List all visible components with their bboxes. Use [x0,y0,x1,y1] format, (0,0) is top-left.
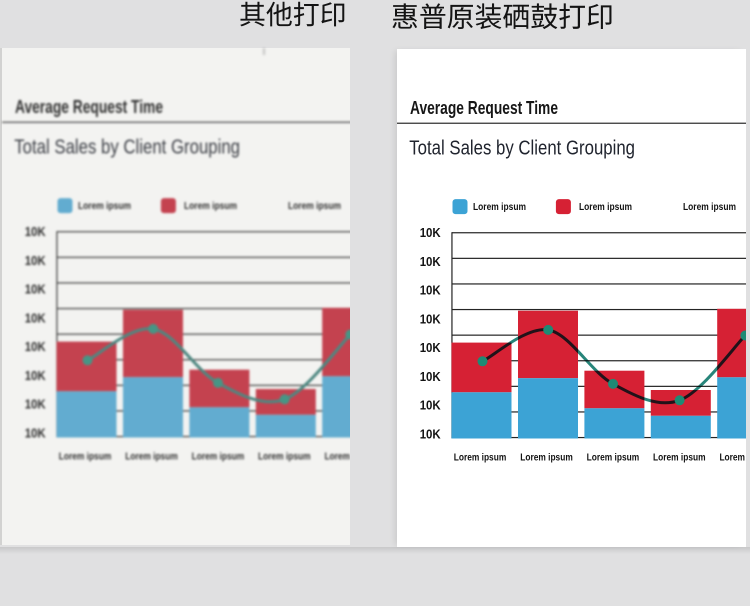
svg-text:10K: 10K [420,426,441,441]
svg-text:Lorem ipsum: Lorem ipsum [125,451,178,462]
svg-text:Lorem ipsum: Lorem ipsum [520,453,573,464]
svg-text:10K: 10K [25,425,46,440]
svg-text:Lorem ipsum: Lorem ipsum [587,453,640,464]
svg-text:Average Request Time: Average Request Time [15,97,163,117]
svg-text:10K: 10K [25,396,46,411]
svg-text:Lorem ipsum: Lorem ipsum [59,451,112,462]
svg-text:Lorem ipsum: Lorem ipsum [184,200,237,211]
svg-text:10K: 10K [420,311,441,326]
svg-text:10K: 10K [25,367,46,382]
svg-text:10K: 10K [25,339,46,354]
svg-text:10K: 10K [420,254,441,269]
svg-text:Lorem ipsum: Lorem ipsum [78,200,131,211]
svg-text:10K: 10K [25,224,46,239]
svg-text:10K: 10K [420,340,441,355]
svg-text:Lorem ipsum: Lorem ipsum [719,453,746,464]
svg-text:Average Request Time: Average Request Time [410,98,558,118]
svg-text:Lorem ipsum: Lorem ipsum [579,202,632,213]
svg-text:Lorem ipsum: Lorem ipsum [258,451,311,462]
svg-text:10K: 10K [420,225,441,240]
svg-text:10K: 10K [25,281,46,296]
svg-text:10K: 10K [420,369,441,384]
svg-text:Lorem ipsum: Lorem ipsum [192,451,245,462]
svg-text:Total Sales by Client Grouping: Total Sales by Client Grouping [409,136,635,159]
svg-text:10K: 10K [25,310,46,325]
svg-text:10K: 10K [420,283,441,298]
svg-text:10K: 10K [420,398,441,413]
svg-text:Lorem ipsum: Lorem ipsum [324,451,350,462]
svg-text:Lorem ipsum: Lorem ipsum [683,202,736,213]
svg-text:10K: 10K [25,252,46,267]
svg-text:Lorem ipsum: Lorem ipsum [653,453,706,464]
svg-text:Lorem ipsum: Lorem ipsum [288,200,341,211]
svg-text:Total Sales by Client Grouping: Total Sales by Client Grouping [14,135,240,158]
svg-text:Lorem ipsum: Lorem ipsum [454,453,507,464]
svg-text:Lorem ipsum: Lorem ipsum [473,202,526,213]
